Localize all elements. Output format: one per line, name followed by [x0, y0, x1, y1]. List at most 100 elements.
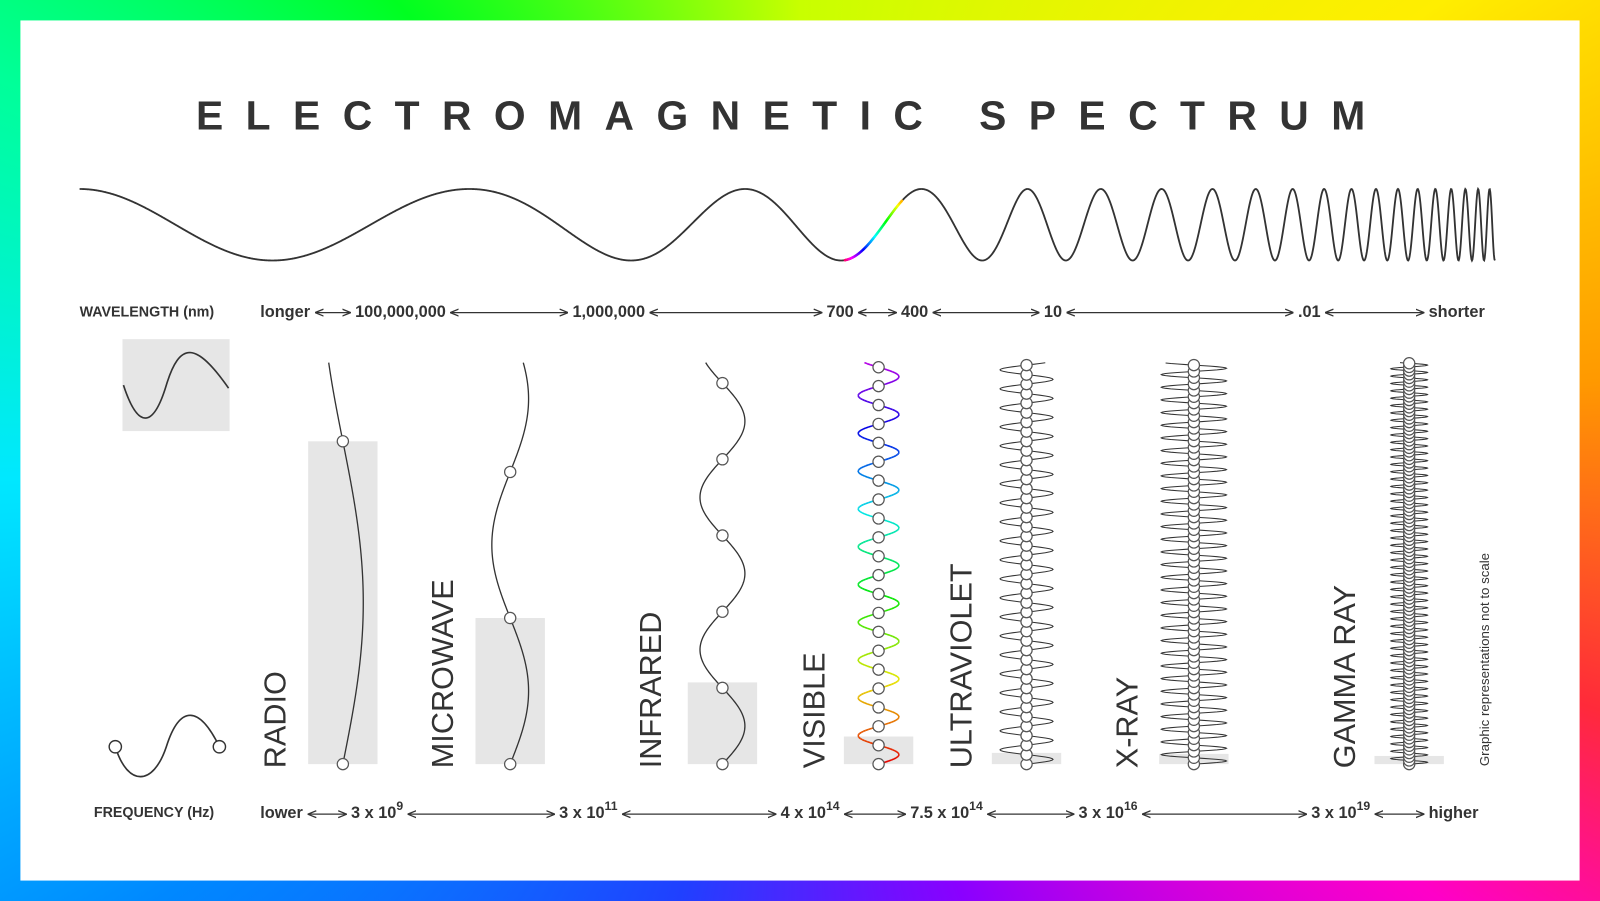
band-wave-segment — [861, 398, 865, 402]
band-wave-segment — [859, 693, 862, 697]
band-wave-segment — [893, 454, 897, 458]
band-wave-segment — [862, 616, 867, 619]
band-label: X-RAY — [1111, 677, 1145, 768]
band-wave-segment — [896, 717, 900, 720]
band-wave-segment — [885, 533, 889, 537]
band-dot — [716, 681, 729, 695]
band-wave-segment — [885, 420, 889, 423]
band-wave-segment — [858, 472, 861, 475]
wavelength-value: shorter — [1429, 303, 1486, 321]
band-wave-segment — [885, 382, 889, 385]
band-wave-segment — [868, 689, 873, 693]
band-dot — [872, 398, 885, 412]
band-wave-segment — [858, 434, 861, 437]
band-wave-segment — [893, 643, 897, 647]
band-box — [687, 682, 758, 765]
wavelength-value: 400 — [901, 303, 928, 321]
band-box — [308, 441, 378, 765]
wavelength-value: 100,000,000 — [355, 303, 446, 321]
band-wave-segment — [857, 660, 860, 663]
band-dot — [1402, 357, 1416, 370]
band-wave-segment — [893, 530, 897, 533]
band-wave-segment — [889, 748, 893, 751]
band-label: RADIO — [259, 671, 293, 768]
band-wave-segment — [864, 588, 868, 592]
frequency-exponent: 16 — [1124, 799, 1138, 813]
band-wave-segment — [865, 615, 869, 618]
band-wave-segment — [859, 435, 863, 438]
band-dot — [872, 512, 885, 525]
band-wave-segment — [897, 563, 900, 566]
band-wave-segment — [896, 448, 899, 452]
band-wave-segment — [857, 622, 860, 625]
band-dot — [872, 474, 885, 487]
band-wave-segment — [896, 604, 900, 607]
band-wave-segment — [895, 567, 898, 570]
band-wave-segment — [896, 490, 900, 493]
band-wave-segment — [888, 381, 892, 384]
band-wave-segment — [885, 760, 889, 763]
band-wave-segment — [859, 700, 863, 703]
frequency-value: 3 x 1019 — [1311, 799, 1370, 822]
band-wave-segment — [857, 736, 860, 739]
band-wave-segment — [891, 720, 895, 723]
band-wave-segment — [860, 466, 864, 469]
band-wave-segment — [858, 581, 861, 584]
band-wave-segment — [858, 619, 861, 622]
band-wave-segment — [896, 755, 900, 758]
band-wave-segment — [893, 417, 897, 420]
band-wave-segment — [892, 371, 896, 374]
band-wave-segment — [865, 388, 869, 391]
band-wave-segment — [886, 406, 891, 410]
band-wave-segment — [885, 646, 889, 650]
band-wave-segment — [866, 703, 871, 706]
band-wave-segment — [885, 609, 889, 612]
band-wave-segment — [857, 547, 860, 550]
band-dot — [716, 757, 729, 771]
frequency-value: 4 x 1014 — [781, 799, 840, 822]
band-wave-segment — [897, 601, 900, 604]
band-wave-segment — [897, 525, 900, 528]
band-wave-segment — [891, 758, 895, 761]
band-wave-segment — [862, 502, 867, 506]
band-wave-segment — [886, 558, 891, 561]
band-dot — [872, 587, 885, 601]
band-wave-segment — [895, 491, 898, 495]
band-wave-segment — [896, 751, 899, 754]
band-wave-segment — [897, 412, 900, 415]
band-wave-segment — [896, 415, 900, 418]
band-wave-segment — [857, 471, 860, 474]
band-wave-segment — [864, 361, 868, 365]
wavelength-icon-box — [122, 339, 230, 432]
band-wave-segment — [859, 656, 862, 659]
band-wave-segment — [886, 709, 891, 712]
band-wave-segment — [892, 560, 896, 563]
band-wave-segment — [865, 653, 869, 656]
band-wave-segment — [862, 691, 867, 695]
band-wave-segment — [889, 672, 893, 675]
band-wave-segment — [864, 475, 868, 478]
band-wave-segment — [861, 436, 865, 439]
band-wave-segment — [891, 607, 895, 610]
band-dot — [1020, 358, 1033, 372]
band-wave-segment — [864, 550, 868, 554]
band-wave-segment — [857, 395, 860, 398]
band-wave-segment — [891, 531, 895, 535]
frequency-exponent: 9 — [396, 799, 403, 813]
band-wave-segment — [885, 722, 889, 726]
band-wave-segment — [888, 494, 892, 498]
band-dot — [872, 663, 885, 676]
band-wave-segment — [859, 473, 863, 476]
band-wave-segment — [896, 524, 899, 527]
band-wave-segment — [858, 732, 861, 736]
band-wave-segment — [862, 729, 867, 733]
band-dot — [872, 625, 885, 639]
band-wave-segment — [865, 501, 869, 505]
band-wave-segment — [894, 409, 898, 413]
band-wave-segment — [896, 641, 900, 645]
band-wave-segment — [885, 571, 889, 574]
frequency-base: 3 x 10 — [1311, 804, 1356, 822]
frequency-label: FREQUENCY (Hz) — [94, 805, 215, 821]
band-wave-segment — [886, 595, 891, 599]
band-dot — [872, 738, 885, 752]
